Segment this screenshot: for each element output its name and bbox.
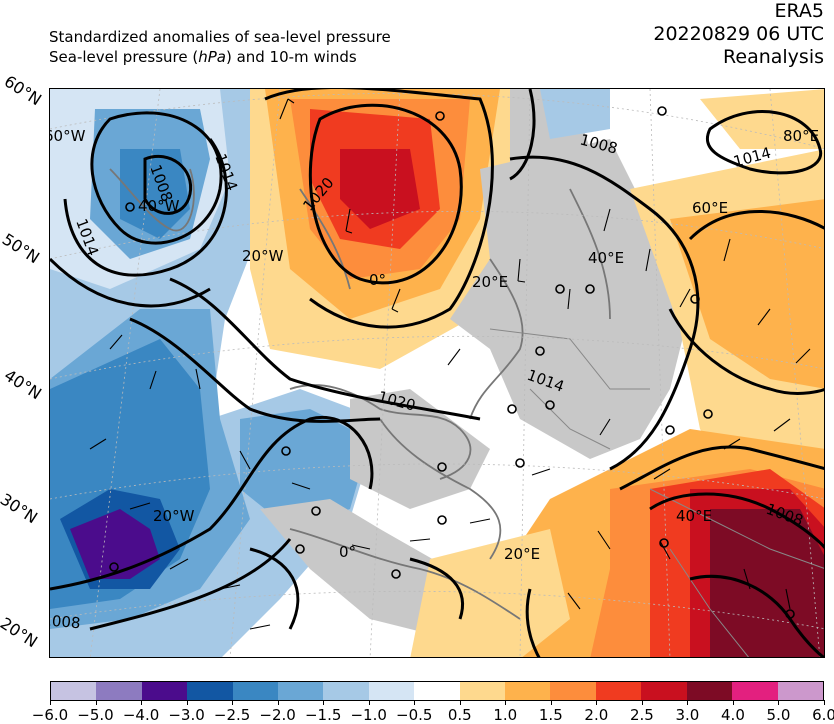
isobars — [50, 89, 824, 657]
colorbar-tick — [277, 700, 279, 705]
lon-label: 0° — [339, 543, 356, 561]
colorbar-tick — [596, 700, 598, 705]
colorbar-tick-label: −2.5 — [213, 706, 251, 724]
colorbar-tick — [505, 700, 507, 705]
colorbar-tick — [824, 700, 825, 705]
colorbar-tick — [687, 700, 689, 705]
lon-label: 20°E — [472, 273, 508, 291]
colorbar-tick — [550, 700, 552, 705]
colorbar-tick — [414, 700, 416, 705]
colorbar-tick-label: −3.0 — [168, 706, 205, 724]
colorbar-tick — [641, 700, 643, 705]
lon-label: 40°W — [138, 197, 180, 215]
anomaly-area-positive — [700, 89, 824, 149]
lon-label: 40°E — [588, 249, 624, 267]
colorbar-tick — [95, 700, 97, 705]
colorbar-tick-label: −1.0 — [350, 706, 387, 724]
anomaly-area-negative — [240, 409, 370, 529]
colorbar-tick — [778, 700, 780, 705]
lon-label: 80°E — [783, 127, 819, 145]
colorbar-tick — [323, 700, 325, 705]
colorbar-cell — [96, 682, 142, 700]
colorbar — [50, 681, 824, 701]
anomaly-area-positive — [670, 199, 824, 389]
colorbar-cell — [278, 682, 324, 700]
lon-label: 0° — [369, 271, 386, 289]
lon-label: 40°E — [676, 507, 712, 525]
colorbar-tick — [141, 700, 143, 705]
colorbar-tick-label: 6.0 — [812, 706, 834, 724]
colorbar-tick-label: −5.0 — [77, 706, 114, 724]
colorbar-cell — [732, 682, 778, 700]
colorbar-cell — [232, 682, 279, 700]
dataset-info: ERA5 20220829 06 UTC Reanalysis — [653, 0, 824, 68]
map-subtitle: Sea-level pressure (hPa) and 10-m winds — [49, 48, 357, 66]
station-markers — [109, 106, 795, 619]
colorbar-cell — [414, 682, 460, 700]
colorbar-cell — [323, 682, 369, 700]
colorbar-cell — [595, 682, 642, 700]
coastlines — [109, 168, 611, 620]
anomaly-area-negative — [70, 509, 160, 579]
map-title: Standardized anomalies of sea-level pres… — [49, 28, 391, 46]
colorbar-tick-label: 3.0 — [675, 706, 700, 724]
colorbar-tick-label: −0.5 — [396, 706, 433, 724]
colorbar-cell — [641, 682, 687, 700]
colorbar-cell — [368, 682, 415, 700]
colorbar-cell — [187, 682, 233, 700]
lat-label: 40°N — [0, 365, 45, 404]
contour-label: 1008 — [50, 611, 81, 632]
colorbar-cell — [777, 682, 823, 700]
colorbar-cell — [505, 682, 551, 700]
colorbar-cell — [550, 682, 596, 700]
colorbar-tick — [459, 700, 461, 705]
colorbar-tick — [368, 700, 370, 705]
colorbar-tick-label: 2.5 — [629, 706, 654, 724]
colorbar-tick — [732, 700, 734, 705]
colorbar-tick — [186, 700, 188, 705]
lat-label: 30°N — [0, 489, 41, 528]
colorbar-cell — [51, 682, 97, 700]
colorbar-tick-label: 2.0 — [584, 706, 609, 724]
anomaly-area-positive — [710, 509, 824, 657]
anomaly-area-negative — [120, 149, 190, 239]
lon-label: 20°E — [504, 545, 540, 563]
colorbar-cell — [459, 682, 506, 700]
colorbar-tick-label: −1.5 — [304, 706, 342, 724]
anomaly-area-positive — [340, 149, 420, 229]
longitude-labels: 60°W 40°W 20°W 0° 20°E 40°E 60°E 80°E 20… — [50, 127, 819, 563]
colorbar-tick-label: 5.0 — [766, 706, 791, 724]
colorbar-cell — [141, 682, 188, 700]
lat-label: 20°N — [0, 613, 41, 652]
lon-label: 60°E — [692, 199, 728, 217]
lon-label: 60°W — [50, 127, 86, 145]
colorbar-tick-label: 1.5 — [538, 706, 563, 724]
colorbar-tick-label: −6.0 — [31, 706, 69, 724]
lon-label: 20°W — [153, 507, 195, 525]
land-area — [450, 139, 690, 459]
colorbar-tick — [50, 700, 51, 705]
colorbar-tick — [232, 700, 234, 705]
colorbar-tick-label: −2.0 — [259, 706, 296, 724]
colorbar-tick-label: 0.5 — [447, 706, 472, 724]
lat-label: 60°N — [0, 71, 45, 110]
lon-label: 20°W — [242, 247, 284, 265]
wind-barbs — [89, 98, 811, 630]
colorbar-tick-label: −4.0 — [122, 706, 160, 724]
land-area — [350, 389, 490, 509]
colorbar-cell — [686, 682, 733, 700]
colorbar-tick-label: 4.0 — [721, 706, 745, 724]
lat-label: 50°N — [0, 229, 43, 268]
colorbar-tick-label: 1.0 — [493, 706, 518, 724]
colorbar-ticks: −6.0 −5.0 −4.0 −3.0 −2.5 −2.0 −1.5 −1.0 −0.5 0.5 1… — [32, 700, 834, 724]
anomaly-map: 1008 1014 1020 1014 1008 1014 1020 1008 … — [49, 88, 825, 658]
country-borders — [489, 328, 824, 657]
